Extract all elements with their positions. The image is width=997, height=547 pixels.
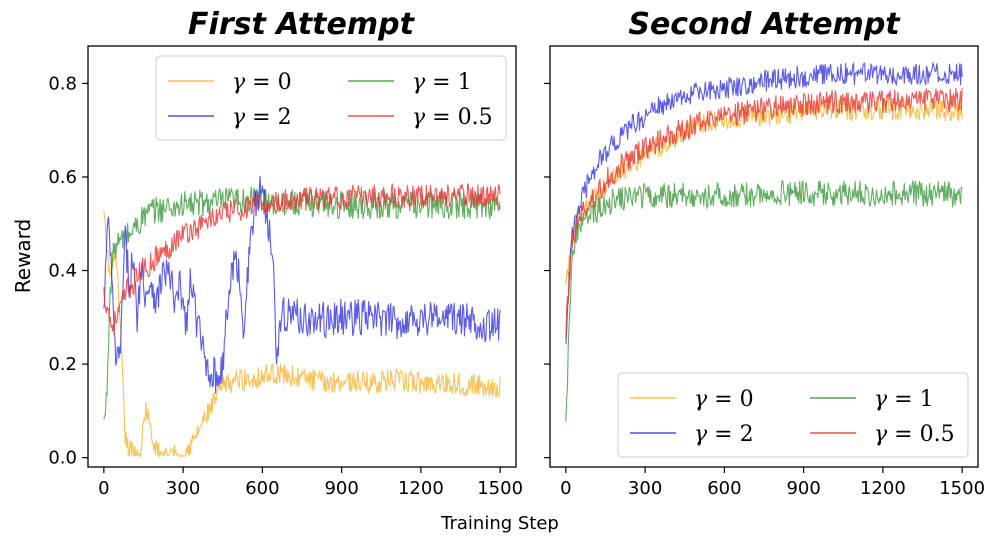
x-tick-label: 900: [324, 478, 358, 499]
legend-label-gamma-2: γ = 2: [232, 105, 292, 130]
x-tick-label: 300: [166, 478, 200, 499]
legend-label-gamma-1: γ = 1: [874, 387, 934, 412]
legend-box: [155, 55, 507, 141]
x-tick-label: 1200: [860, 478, 906, 499]
y-tick-label: 0.2: [48, 354, 77, 375]
series-line-gamma-1: [565, 179, 963, 422]
y-tick-label: 0.0: [48, 448, 77, 469]
y-tick-label: 0.8: [48, 73, 77, 94]
x-tick-label: 600: [707, 478, 741, 499]
series-line-gamma-0: [565, 97, 963, 286]
x-tick-label: 1200: [398, 478, 444, 499]
legend-label-gamma-0: γ = 0: [232, 70, 292, 95]
legend-box: [617, 372, 969, 458]
legend-label-gamma-0-5: γ = 0.5: [874, 422, 955, 447]
legend-label-gamma-2: γ = 2: [694, 422, 754, 447]
series-line-gamma-0-5: [103, 183, 501, 335]
x-tick-label: 1500: [939, 478, 985, 499]
x-tick-label: 900: [786, 478, 820, 499]
x-tick-label: 0: [560, 478, 571, 499]
title-second-attempt: Second Attempt: [628, 7, 901, 42]
series-line-gamma-0-5: [565, 87, 963, 340]
x-tick-label: 300: [628, 478, 662, 499]
title-first-attempt: First Attempt: [188, 7, 416, 42]
y-axis-label: Reward: [11, 219, 35, 293]
y-tick-label: 0.6: [48, 167, 77, 188]
x-axis-label: Training Step: [440, 513, 559, 534]
legend-label-gamma-0: γ = 0: [694, 387, 754, 412]
plot-frame-first-attempt: [87, 45, 517, 468]
x-tick-label: 0: [98, 478, 109, 499]
legend-first-attempt: γ = 0 γ = 2 γ = 1 γ = 0.5: [155, 55, 507, 141]
plot-frame-second-attempt: [549, 45, 979, 468]
legend-second-attempt: γ = 0 γ = 2 γ = 1 γ = 0.5: [617, 372, 969, 458]
x-tick-label: 1500: [477, 478, 523, 499]
y-tick-label: 0.4: [48, 261, 77, 282]
series-line-gamma-0: [103, 210, 501, 459]
legend-label-gamma-0-5: γ = 0.5: [412, 105, 493, 130]
panel-first-attempt: First Attempt 0 300 600 900 1200 1500 0.0 0.2 0.…: [48, 7, 523, 499]
series-line-gamma-2: [565, 61, 963, 345]
series-line-gamma-2: [103, 175, 501, 394]
panel-second-attempt: Second Attempt 0 300 600 900 1200 1500 γ = 0γ…: [544, 7, 985, 499]
x-tick-label: 600: [245, 478, 279, 499]
legend-label-gamma-1: γ = 1: [412, 70, 472, 95]
